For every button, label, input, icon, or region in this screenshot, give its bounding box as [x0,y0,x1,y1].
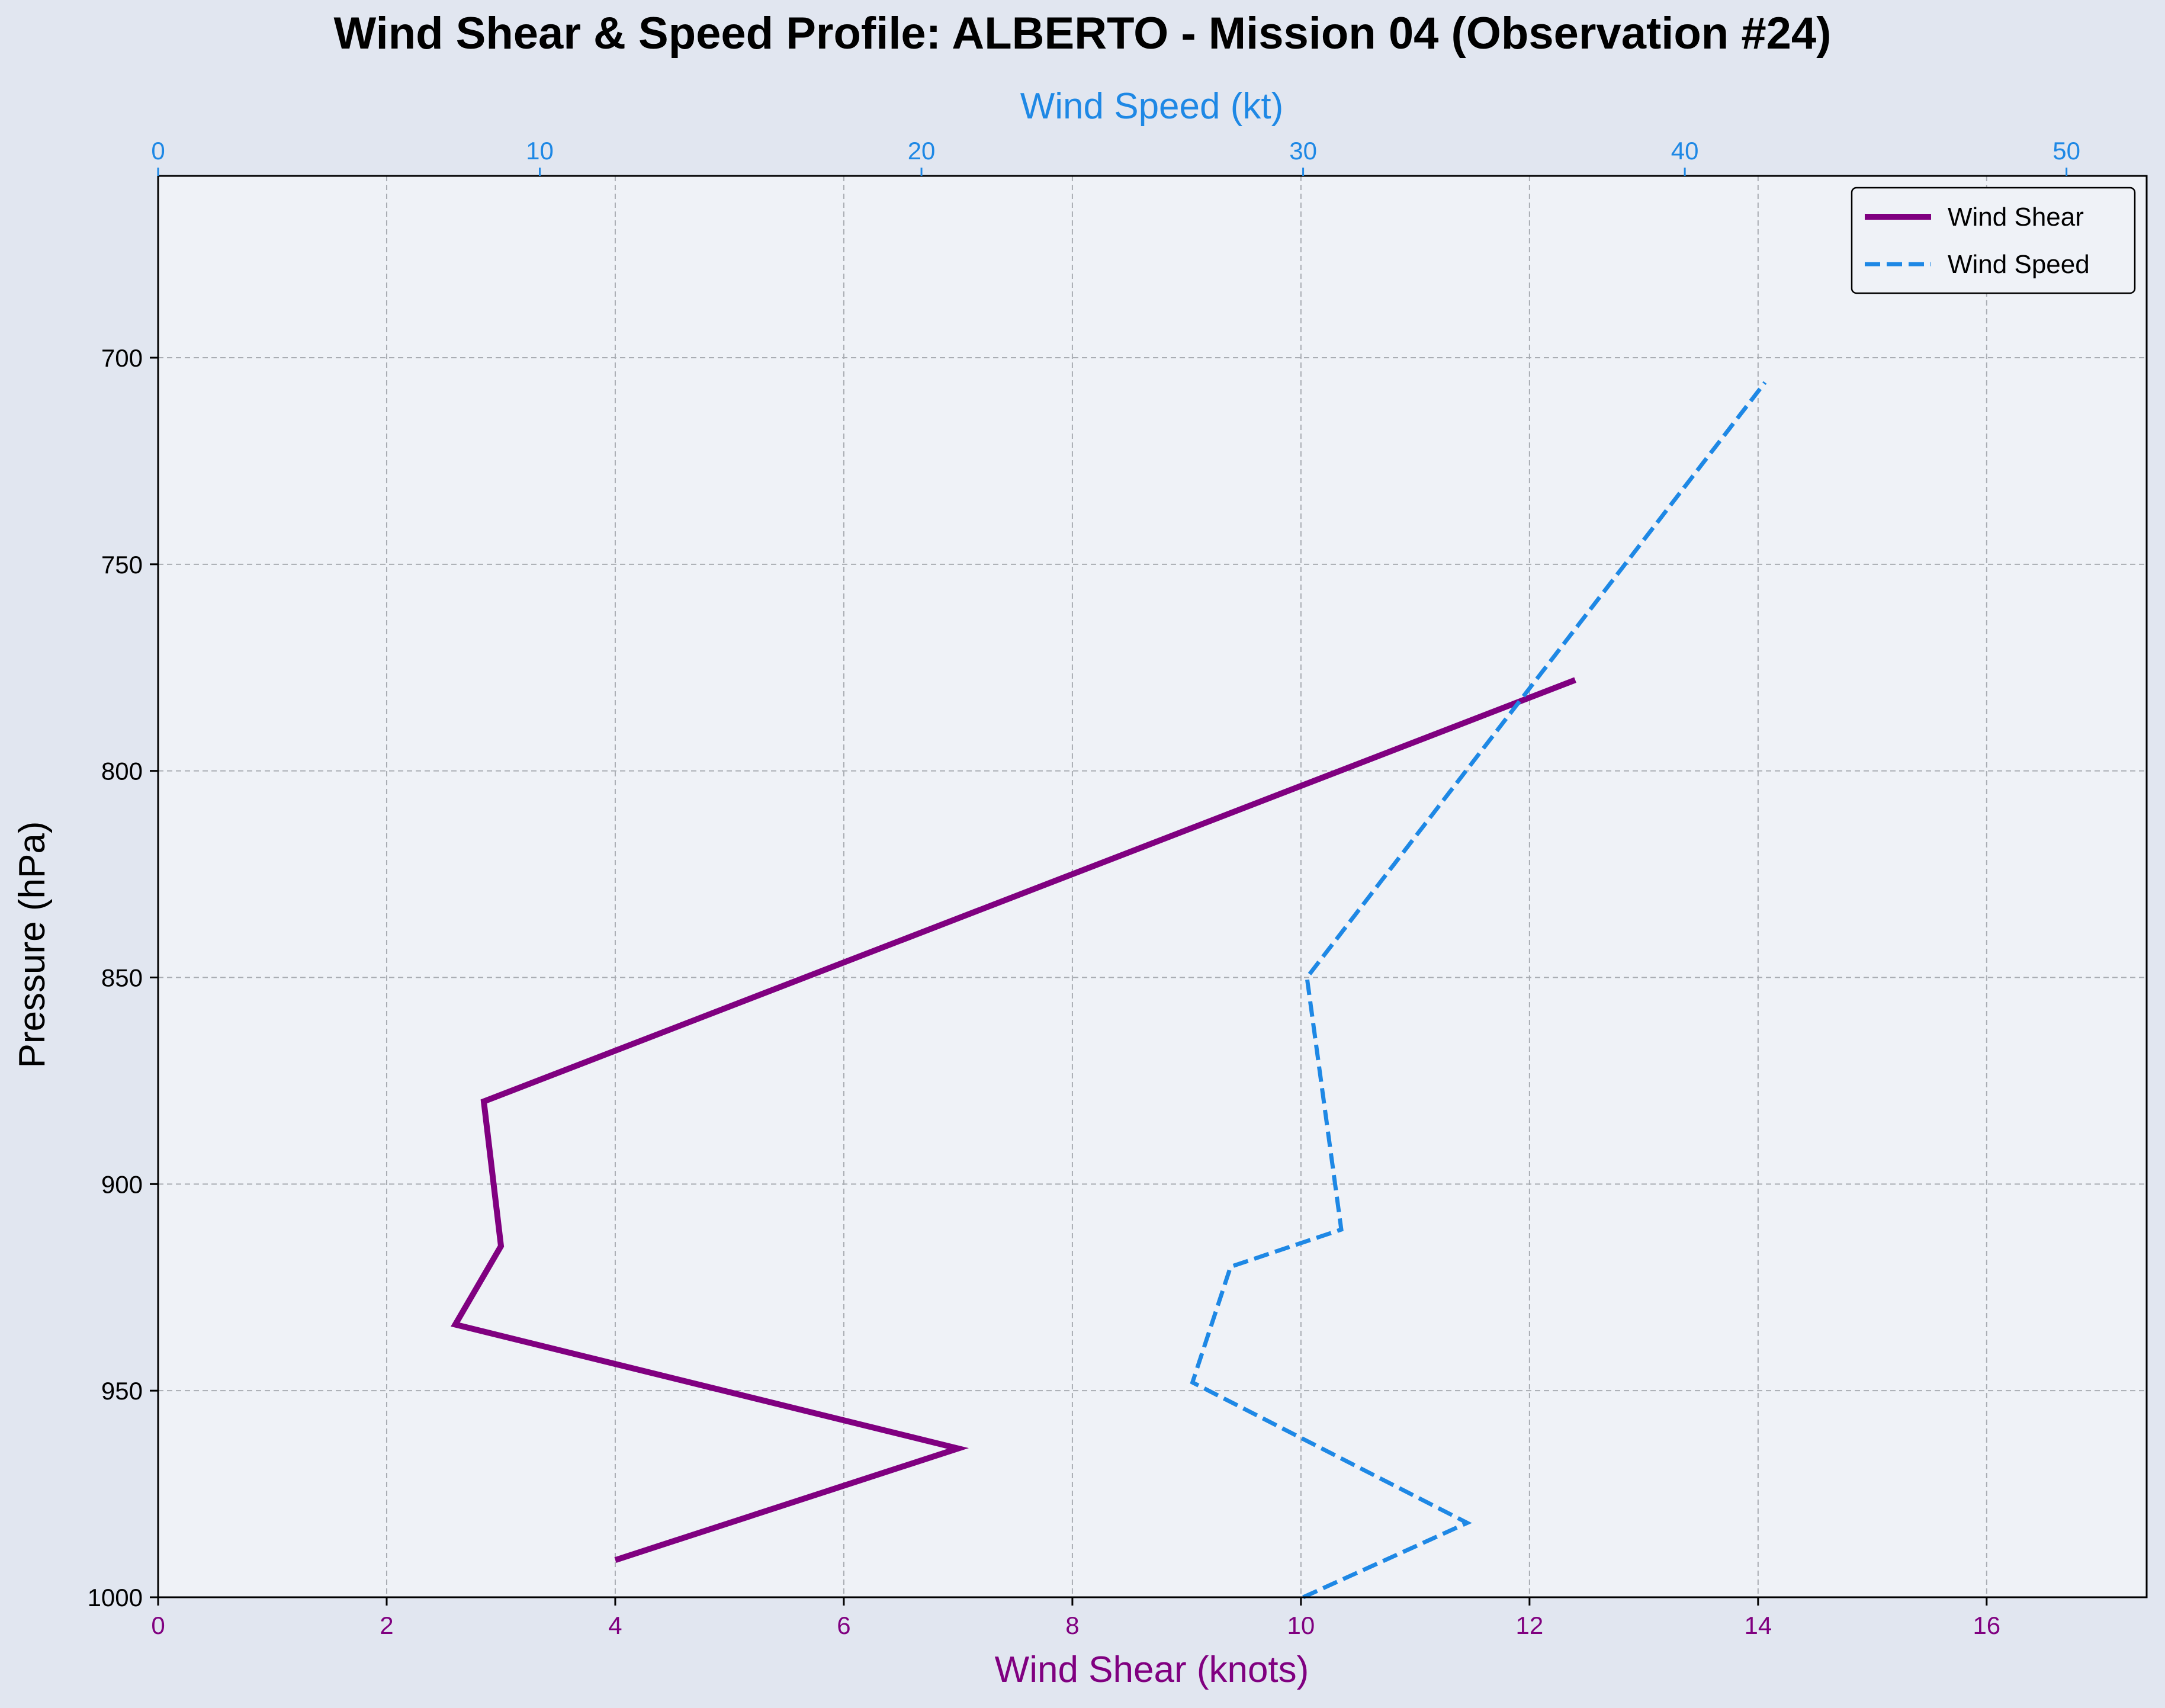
y-tick-label: 850 [101,964,143,991]
wind-speed-line [1190,381,1767,1600]
bottom-axis-tick-label: 6 [837,1611,850,1639]
y-tick-label: 700 [101,344,143,372]
bottom-axis-tick-label: 12 [1516,1611,1544,1639]
y-tick-label: 900 [101,1170,143,1198]
legend-label: Wind Shear [1948,203,2084,232]
top-axis-tick-label: 0 [151,137,165,165]
chart-title: Wind Shear & Speed Profile: ALBERTO - Mi… [334,8,1832,59]
top-axis-tick-label: 50 [2052,137,2080,165]
legend: Wind Shear Wind Speed [1851,187,2136,294]
bottom-axis-tick-label: 10 [1287,1611,1315,1639]
y-tick-label: 950 [101,1377,143,1405]
y-axis-label: Pressure (hPa) [12,821,53,1068]
plot-frame [157,175,2148,1598]
top-axis-label: Wind Speed (kt) [1020,86,1284,127]
wind-shear-line [451,677,1576,1563]
bottom-axis-tick-label: 0 [151,1611,165,1639]
top-axis-tick-label: 40 [1671,137,1699,165]
legend-label: Wind Speed [1948,250,2090,279]
bottom-axis-label: Wind Shear (knots) [995,1649,1309,1690]
axes: 700 750 800 850 900 950 1000 0 2 4 6 8 10 12 14 16 0 10 20… [88,137,2080,1639]
bottom-axis-tick-label: 2 [380,1611,393,1639]
top-axis-tick-label: 20 [908,137,936,165]
bottom-axis-tick-label: 14 [1744,1611,1772,1639]
plot-area [158,176,2147,1597]
bottom-axis-tick-label: 8 [1065,1611,1079,1639]
y-tick-label: 1000 [88,1584,143,1611]
series-lines [451,381,1767,1600]
top-axis-tick-label: 30 [1289,137,1317,165]
top-axis-tick-label: 10 [526,137,554,165]
y-tick-label: 800 [101,757,143,785]
bottom-axis-tick-label: 16 [1973,1611,2000,1639]
grid-lines [158,176,2147,1598]
y-tick-label: 750 [101,551,143,579]
bottom-axis-tick-label: 4 [608,1611,622,1639]
